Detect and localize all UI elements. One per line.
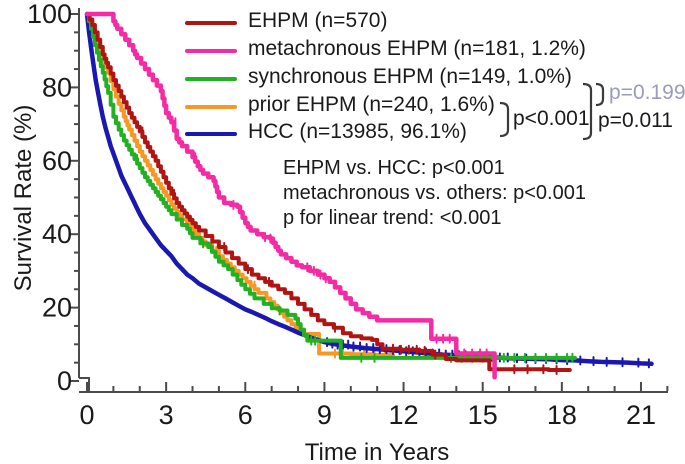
survival-curve [85, 12, 577, 360]
series-metachronous-ehpm [84, 11, 497, 380]
x-tick-label: 18 [547, 400, 577, 430]
x-tick-label: 21 [626, 400, 656, 430]
x-tick-label: 15 [468, 400, 498, 430]
x-tick-label: 9 [317, 400, 332, 430]
x-tick-label: 0 [79, 400, 94, 430]
x-tick-label: 3 [159, 400, 174, 430]
survival-curve [84, 11, 497, 380]
y-tick-label: 20 [42, 293, 72, 323]
x-tick-label: 12 [389, 400, 419, 430]
x-tick-label: 6 [238, 400, 253, 430]
series-synchronous-ehpm [85, 12, 577, 363]
pvalue-bracket-0 [499, 101, 510, 138]
survival-curve [85, 12, 572, 372]
y-tick-label: 0 [57, 366, 72, 396]
y-tick-label: 40 [42, 219, 72, 249]
y-tick-label: 60 [42, 146, 72, 176]
series-ehpm [85, 12, 572, 375]
y-tick-label: 100 [27, 0, 72, 29]
y-tick-label: 80 [42, 72, 72, 102]
pvalue-bracket-2 [595, 82, 605, 107]
axes [70, 8, 669, 393]
tick-labels: 0 3 6 9 12 15 18 21 0 20 40 60 80 100 [27, 0, 656, 430]
pvalue-bracket-1 [582, 82, 593, 141]
